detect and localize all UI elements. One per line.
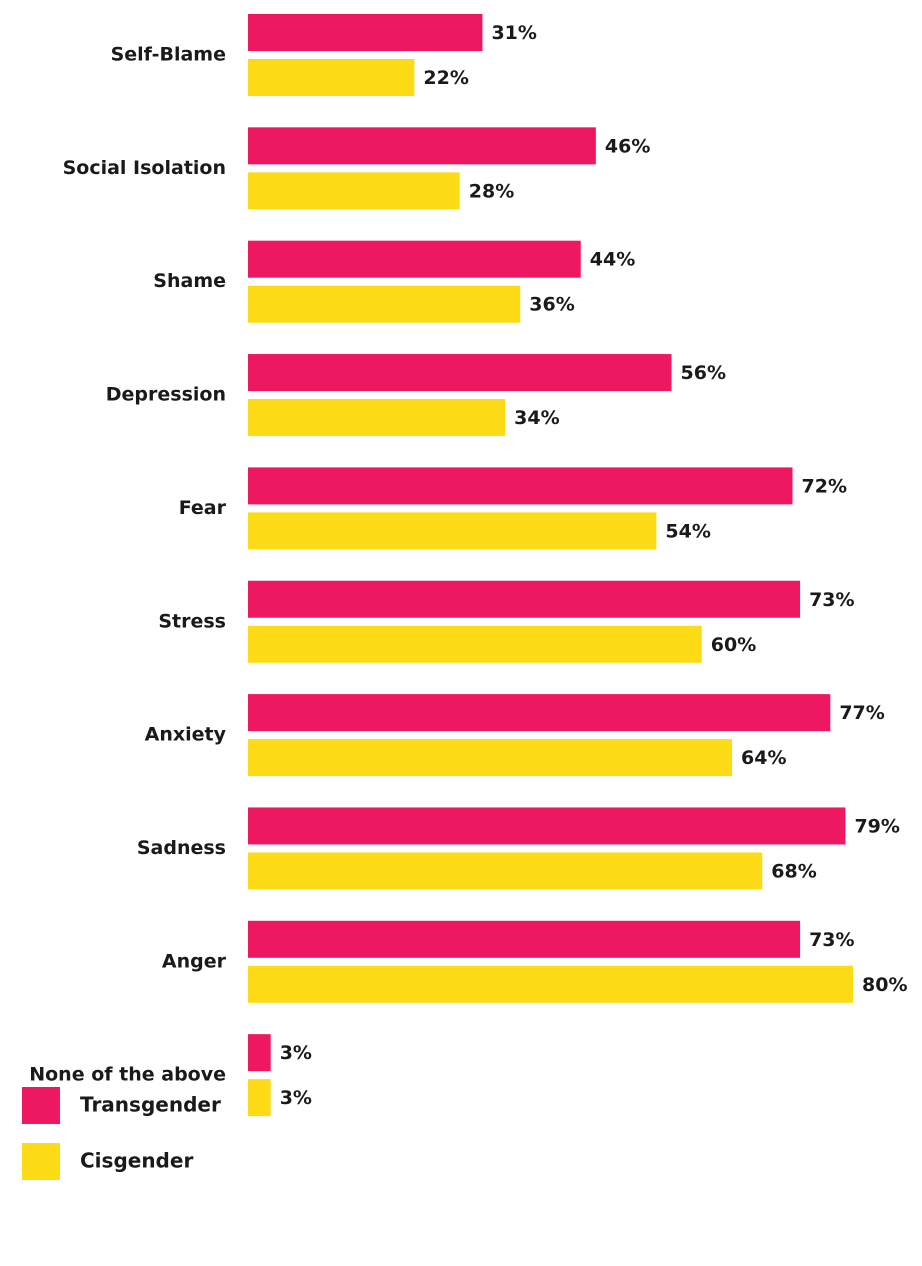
category-label: Depression <box>106 384 226 406</box>
value-label: 72% <box>802 475 847 497</box>
category-label: None of the above <box>29 1064 226 1086</box>
bar <box>248 127 596 165</box>
bar <box>248 1034 271 1072</box>
bar <box>248 240 581 278</box>
bar <box>248 512 657 550</box>
category-label: Anger <box>162 950 227 972</box>
bar <box>248 172 460 210</box>
value-label: 34% <box>514 407 559 429</box>
bar <box>248 625 702 663</box>
value-label: 79% <box>854 815 899 837</box>
bar <box>248 694 831 732</box>
category-label: Shame <box>153 270 226 292</box>
category-label: Sadness <box>137 837 226 859</box>
bar <box>248 739 732 777</box>
value-label: 56% <box>681 362 726 384</box>
bar <box>248 59 415 96</box>
bar <box>248 14 483 51</box>
legend-swatch <box>22 1087 60 1124</box>
category-label: Stress <box>158 610 226 632</box>
bar <box>248 467 793 505</box>
legend-label: Transgender <box>80 1093 221 1117</box>
value-label: 64% <box>741 747 786 769</box>
value-label: 73% <box>809 589 854 611</box>
value-label: 73% <box>809 929 854 951</box>
bar <box>248 852 763 890</box>
bar <box>248 965 853 1003</box>
value-label: 80% <box>862 974 907 996</box>
bar <box>248 807 846 845</box>
value-label: 46% <box>605 135 650 157</box>
value-label: 22% <box>423 67 468 89</box>
bar <box>248 920 801 958</box>
bar <box>248 1079 271 1117</box>
value-label: 31% <box>491 22 536 44</box>
legend-swatch <box>22 1143 60 1180</box>
legend-label: Cisgender <box>80 1149 193 1173</box>
value-label: 54% <box>665 520 710 542</box>
category-label: Social Isolation <box>63 157 226 179</box>
value-label: 60% <box>711 634 756 656</box>
bar <box>248 285 521 323</box>
value-label: 77% <box>839 702 884 724</box>
bar <box>248 399 506 437</box>
value-label: 3% <box>280 1042 312 1064</box>
value-label: 44% <box>590 249 635 271</box>
category-label: Anxiety <box>145 724 227 746</box>
bar <box>248 580 801 618</box>
value-label: 36% <box>529 294 574 316</box>
value-label: 3% <box>280 1087 312 1109</box>
category-label: Fear <box>179 497 227 519</box>
category-label: Self-Blame <box>111 44 226 66</box>
value-label: 28% <box>469 180 514 202</box>
bar <box>248 354 672 392</box>
value-label: 68% <box>771 860 816 882</box>
